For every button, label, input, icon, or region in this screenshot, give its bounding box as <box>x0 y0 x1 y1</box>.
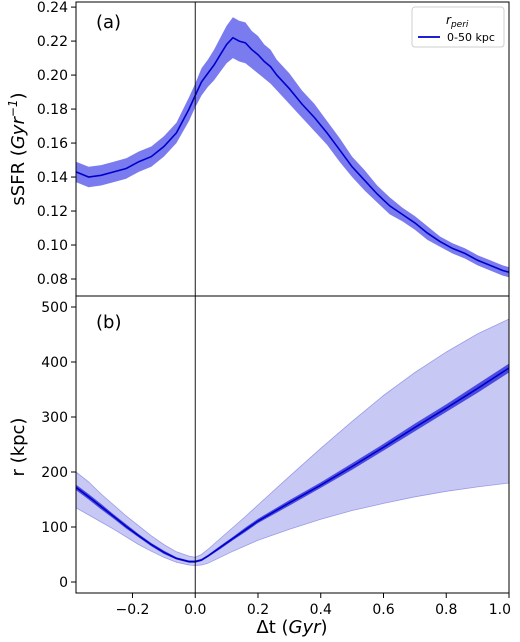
y-tick-label: 0.12 <box>37 204 68 220</box>
panel-b-label: (b) <box>96 312 121 333</box>
y-tick-label: 0.18 <box>37 102 68 118</box>
y-tick-label: 200 <box>41 465 68 481</box>
radius-outer-band <box>75 318 510 566</box>
y-tick-label: 0.10 <box>37 238 68 254</box>
x-axis-label: Δt (Gyr) <box>256 617 327 638</box>
x-tick-label: 1.0 <box>489 602 511 618</box>
radius-median-line <box>75 367 510 563</box>
x-tick-label: 0.2 <box>247 602 269 618</box>
legend: rperi 0-50 kpc <box>411 6 505 48</box>
panel-b-x-ticks: −0.2 0.0 0.2 0.4 0.6 0.8 1.0 <box>115 593 511 618</box>
ssfr-median-line <box>75 36 510 273</box>
legend-entry-label: 0-50 kpc <box>447 31 495 44</box>
y-tick-label: 0.20 <box>37 68 68 84</box>
ssfr-error-band <box>76 17 509 278</box>
panel-b-y-ticks: 0 100 200 300 400 500 <box>41 300 76 591</box>
y-tick-label: 100 <box>41 520 68 536</box>
x-tick-label: 0.8 <box>435 602 457 618</box>
x-tick-label: 0.0 <box>184 602 206 618</box>
x-tick-label: 0.6 <box>372 602 394 618</box>
y-tick-label: 400 <box>41 355 68 371</box>
legend-title: rperi <box>446 13 469 30</box>
y-tick-label: 0.14 <box>37 170 68 186</box>
x-tick-label: −0.2 <box>115 602 149 618</box>
y-tick-label: 300 <box>41 410 68 426</box>
panel-a: 0.08 0.10 0.12 0.14 0.16 0.18 0.20 0.22 0.24 (a)… <box>6 0 510 297</box>
y-tick-label: 0.24 <box>37 0 68 16</box>
y-tick-label: 500 <box>41 300 68 316</box>
y-tick-label: 0.16 <box>37 136 68 152</box>
y-tick-label: 0 <box>59 575 68 591</box>
panel-b-y-axis-label: r (kpc) <box>8 418 29 477</box>
panel-b-frame <box>75 295 510 594</box>
y-tick-label: 0.08 <box>37 272 68 288</box>
y-tick-label: 0.22 <box>37 34 68 50</box>
panel-a-label: (a) <box>96 12 121 33</box>
x-tick-label: 0.4 <box>310 602 332 618</box>
panel-a-y-axis-label: sSFR (Gyr−1) <box>6 92 29 205</box>
panel-a-y-ticks: 0.08 0.10 0.12 0.14 0.16 0.18 0.20 0.22 0.24 <box>37 0 76 288</box>
